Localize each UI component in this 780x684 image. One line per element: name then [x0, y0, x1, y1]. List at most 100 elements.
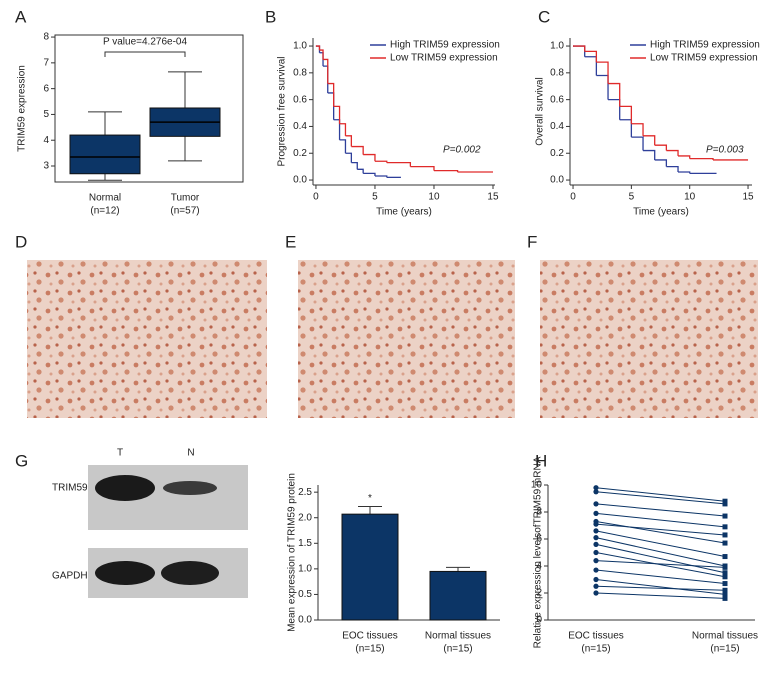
western-blot: T N TRIM59 GAPDH	[52, 448, 248, 598]
x-tick-label: 15	[742, 192, 754, 203]
survival-step	[666, 149, 679, 156]
survival-step	[363, 153, 376, 162]
y-axis-label: TRIM59 expression	[17, 65, 28, 152]
point	[593, 521, 599, 527]
y-tick-label: 0	[536, 615, 542, 626]
survival-step	[573, 45, 586, 52]
x-tick-label: Normal tissues	[425, 631, 491, 642]
point	[722, 524, 728, 530]
point	[722, 554, 728, 560]
legend-label: High TRIM59 expression	[650, 40, 760, 51]
survival-step	[678, 171, 691, 174]
pair-line	[595, 530, 726, 558]
y-tick-label: 1.0	[298, 564, 312, 575]
point	[722, 513, 728, 519]
pair-line	[595, 579, 726, 595]
y-tick-label: 6	[43, 83, 49, 94]
survival-step	[608, 82, 621, 107]
survival-step	[608, 98, 621, 120]
lane-label: T	[117, 448, 123, 459]
survival-step	[433, 170, 459, 173]
pair-line	[595, 560, 726, 568]
point	[722, 587, 728, 593]
x-tick-label: (n=57)	[170, 206, 199, 217]
survival-step	[323, 58, 329, 84]
plot-frame	[54, 34, 244, 183]
survival-step	[386, 161, 412, 167]
pair-line	[595, 491, 726, 505]
survival-step	[666, 165, 679, 173]
y-tick-label: 0.5	[298, 589, 312, 600]
x-tick-label: 5	[629, 192, 635, 203]
x-tick-label: 10	[684, 192, 696, 203]
y-tick-label: 0.2	[293, 148, 307, 159]
point	[593, 501, 599, 507]
y-tick-label: 1.0	[550, 41, 564, 52]
annotation: *	[368, 493, 372, 504]
bar	[341, 513, 399, 621]
annotation: P value=4.276e-04	[103, 37, 187, 48]
x-tick-label: 15	[487, 192, 499, 203]
annotation: P=0.003	[706, 145, 744, 156]
panel-label: E	[285, 232, 296, 251]
protein-label: TRIM59	[52, 483, 88, 494]
y-axis-label: Progression free survival	[277, 56, 288, 166]
point	[593, 549, 599, 556]
point	[722, 540, 728, 546]
y-tick-label: 7	[43, 57, 49, 68]
y-tick-label: 1.5	[298, 538, 312, 549]
point	[593, 528, 599, 534]
ihc-image	[540, 260, 758, 418]
survival-step	[345, 152, 353, 163]
point	[593, 485, 599, 491]
pair-line	[595, 552, 726, 578]
y-tick-label: 3	[43, 161, 49, 172]
point	[722, 501, 728, 507]
y-axis-label: Relative expression levelsofTRIM59 mRNA	[533, 456, 544, 648]
panel-label: H	[535, 451, 547, 470]
point	[593, 541, 599, 548]
y-tick-label: 0.6	[293, 94, 307, 105]
survival-step	[689, 157, 714, 160]
blot-band	[95, 475, 155, 501]
survival-step	[374, 175, 388, 178]
y-tick-label: 0.0	[298, 615, 312, 626]
legend-label: Low TRIM59 expression	[650, 53, 758, 64]
pair-line	[595, 592, 726, 599]
survival-step	[327, 82, 335, 107]
panel-label: G	[15, 451, 28, 470]
survival-step	[339, 123, 347, 136]
survival-step	[678, 155, 691, 159]
x-tick-label: 0	[313, 192, 319, 203]
survival-step	[351, 161, 358, 170]
y-tick-label: 0.8	[293, 67, 307, 78]
x-tick-label: EOC tissues	[342, 631, 398, 642]
x-tick-label: 10	[428, 192, 440, 203]
y-tick-label: 6	[536, 534, 542, 545]
y-tick-label: 0.8	[550, 67, 564, 78]
x-tick-label: (n=15)	[443, 644, 472, 655]
y-tick-label: 2.0	[298, 512, 312, 523]
lane-label: N	[187, 448, 194, 459]
y-tick-label: 0.0	[293, 175, 307, 186]
protein-label: GAPDH	[52, 571, 88, 582]
survival-step	[573, 45, 586, 57]
blot-band	[163, 481, 217, 495]
x-tick-label: (n=15)	[355, 644, 384, 655]
survival-step	[374, 160, 388, 163]
survival-step	[327, 92, 335, 120]
x-axis-label: Time (years)	[376, 207, 432, 218]
panel-label: D	[15, 232, 27, 251]
blot-band	[95, 561, 155, 585]
survival-step	[619, 119, 633, 138]
survival-step	[596, 61, 609, 84]
pair-line	[595, 569, 726, 585]
y-tick-label: 0.4	[550, 121, 564, 132]
survival-step	[631, 123, 644, 136]
x-tick-label: Normal tissues	[692, 631, 758, 642]
point	[593, 576, 599, 583]
point	[722, 498, 728, 504]
point	[722, 591, 728, 597]
panel-label: A	[15, 7, 27, 26]
